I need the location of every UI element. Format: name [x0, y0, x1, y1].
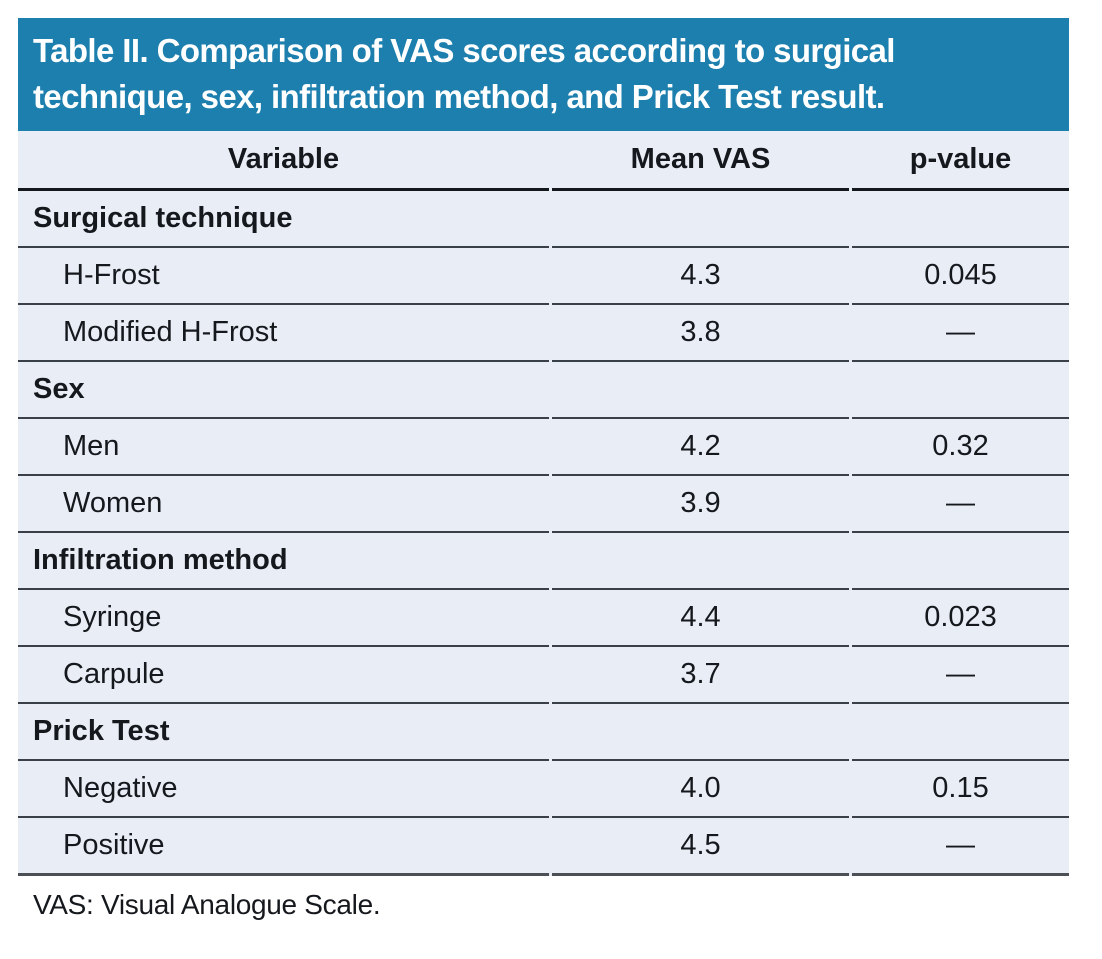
row-label: H-Frost: [18, 248, 549, 305]
empty-cell: [852, 533, 1069, 590]
row-label: Positive: [18, 818, 549, 876]
section-row-prick-test: Prick Test: [18, 704, 1069, 761]
section-row-infiltration-method: Infiltration method: [18, 533, 1069, 590]
mean-vas-value: 4.4: [552, 590, 849, 647]
empty-cell: [852, 704, 1069, 761]
column-header-variable: Variable: [18, 131, 549, 191]
mean-vas-value: 4.2: [552, 419, 849, 476]
section-row-surgical-technique: Surgical technique: [18, 191, 1069, 248]
empty-cell: [552, 704, 849, 761]
column-header-p-value: p-value: [852, 131, 1069, 191]
mean-vas-value: 3.8: [552, 305, 849, 362]
table-title-banner: Table II. Comparison of VAS scores accor…: [18, 18, 1069, 131]
row-label: Negative: [18, 761, 549, 818]
empty-cell: [552, 191, 849, 248]
table-row-negative: Negative 4.0 0.15: [18, 761, 1069, 818]
section-row-sex: Sex: [18, 362, 1069, 419]
section-label: Prick Test: [18, 704, 549, 761]
mean-vas-value: 3.7: [552, 647, 849, 704]
table-row-positive: Positive 4.5 —: [18, 818, 1069, 876]
row-label: Men: [18, 419, 549, 476]
table-row-carpule: Carpule 3.7 —: [18, 647, 1069, 704]
mean-vas-value: 4.5: [552, 818, 849, 876]
row-label: Modified H-Frost: [18, 305, 549, 362]
table-footnote: VAS: Visual Analogue Scale.: [33, 889, 381, 920]
table-row-men: Men 4.2 0.32: [18, 419, 1069, 476]
table-row-modified-h-frost: Modified H-Frost 3.8 —: [18, 305, 1069, 362]
table-row-h-frost: H-Frost 4.3 0.045: [18, 248, 1069, 305]
p-value: 0.023: [852, 590, 1069, 647]
p-value: —: [852, 647, 1069, 704]
column-header-mean-vas: Mean VAS: [552, 131, 849, 191]
empty-cell: [852, 191, 1069, 248]
p-value: 0.045: [852, 248, 1069, 305]
mean-vas-value: 4.3: [552, 248, 849, 305]
mean-vas-value: 3.9: [552, 476, 849, 533]
vas-comparison-table: Table II. Comparison of VAS scores accor…: [18, 18, 1069, 921]
table-row-women: Women 3.9 —: [18, 476, 1069, 533]
row-label: Women: [18, 476, 549, 533]
table-row-syringe: Syringe 4.4 0.023: [18, 590, 1069, 647]
p-value: 0.32: [852, 419, 1069, 476]
p-value: —: [852, 818, 1069, 876]
empty-cell: [852, 362, 1069, 419]
empty-cell: [552, 533, 849, 590]
empty-cell: [552, 362, 849, 419]
p-value: 0.15: [852, 761, 1069, 818]
section-label: Sex: [18, 362, 549, 419]
p-value: —: [852, 476, 1069, 533]
section-label: Surgical technique: [18, 191, 549, 248]
p-value: —: [852, 305, 1069, 362]
section-label: Infiltration method: [18, 533, 549, 590]
mean-vas-value: 4.0: [552, 761, 849, 818]
table-header-row: Variable Mean VAS p-value: [18, 131, 1069, 191]
row-label: Carpule: [18, 647, 549, 704]
row-label: Syringe: [18, 590, 549, 647]
